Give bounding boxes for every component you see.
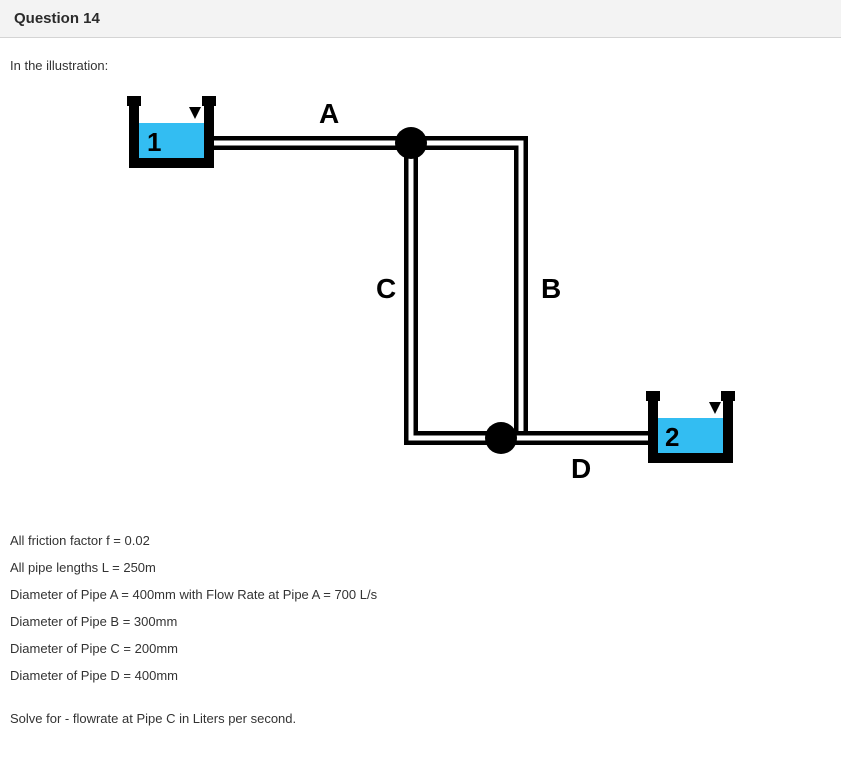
junction-node-bottom [485, 422, 517, 454]
given-pipeB: Diameter of Pipe B = 300mm [10, 614, 831, 629]
pipe-diagram: 1 2 A B C D [101, 83, 741, 503]
given-pipeC: Diameter of Pipe C = 200mm [10, 641, 831, 656]
label-D: D [571, 453, 591, 484]
tank-1: 1 [127, 101, 216, 163]
pipe-C-inner [411, 143, 501, 438]
label-B: B [541, 273, 561, 304]
label-A: A [319, 98, 339, 129]
junction-node-top [395, 127, 427, 159]
pipe-B-inner [411, 143, 521, 438]
label-C: C [376, 273, 396, 304]
given-data: All friction factor f = 0.02 All pipe le… [10, 533, 831, 683]
given-pipeD: Diameter of Pipe D = 400mm [10, 668, 831, 683]
pipe-B-outer [411, 143, 521, 438]
question-header: Question 14 [0, 0, 841, 38]
solve-prompt: Solve for - flowrate at Pipe C in Liters… [10, 711, 831, 726]
question-body: In the illustration: [0, 38, 841, 756]
tank-2: 2 [646, 396, 735, 458]
given-friction: All friction factor f = 0.02 [10, 533, 831, 548]
tank-2-label: 2 [665, 422, 679, 452]
given-length: All pipe lengths L = 250m [10, 560, 831, 575]
pipe-C-outer [411, 143, 501, 438]
intro-text: In the illustration: [10, 58, 831, 73]
given-pipeA: Diameter of Pipe A = 400mm with Flow Rat… [10, 587, 831, 602]
question-title: Question 14 [14, 10, 100, 27]
tank-1-label: 1 [147, 127, 161, 157]
